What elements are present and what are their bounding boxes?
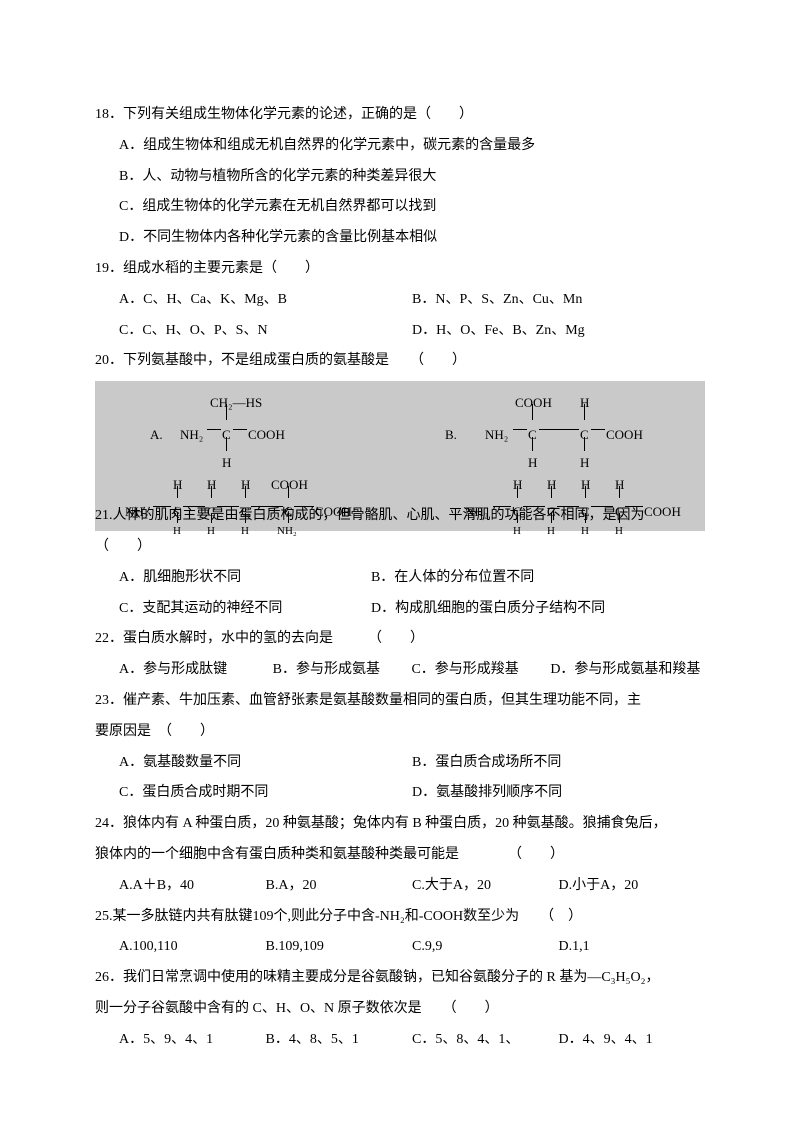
q24-options: A.A＋B，40 B.A，20 C.大于A，20 D.小于A，20 — [95, 871, 705, 902]
chem-bond — [584, 404, 585, 420]
q26-option-c: C．5、8、4、1、 — [412, 1025, 559, 1056]
q20-b-left: NH₂ — [485, 421, 508, 450]
q21-blank: （ ） — [95, 532, 705, 563]
q25-options: A.100,110 B.109,109 C.9,9 D.1,1 — [95, 932, 705, 963]
q18-option-a: A．组成生物体和组成无机自然界的化学元素中，碳元素的含量最多 — [95, 131, 705, 162]
q21-options-row1: A．肌细胞形状不同 B．在人体的分布位置不同 — [95, 563, 705, 594]
q19-options-row2: C．C、H、O、P、S、N D．H、O、Fe、B、Zn、Mg — [95, 316, 705, 347]
q19-option-c: C．C、H、O、P、S、N — [119, 316, 412, 347]
q21-option-d: D．构成肌细胞的蛋白质分子结构不同 — [371, 594, 705, 625]
q20-a-right: COOH — [248, 421, 285, 450]
q23-option-a: A．氨基酸数量不同 — [119, 748, 412, 779]
chem-bond — [591, 429, 605, 430]
chem-bond — [585, 486, 586, 498]
q21-option-c: C．支配其运动的神经不同 — [119, 594, 371, 625]
chem-bond — [532, 404, 533, 420]
q24-stem2: 狼体内的一个细胞中含有蛋白质种类和氨基酸种类最可能是 （ ） — [95, 840, 705, 871]
q22-option-d: D．参与形成氨基和羧基 — [550, 662, 700, 677]
q25-stem: 25.某一多肽链内共有肽键109个,则此分子中含-NH₂和-COOH数至少为 （… — [95, 902, 705, 933]
chem-bond — [177, 486, 178, 498]
q19-option-d: D．H、O、Fe、B、Zn、Mg — [412, 316, 705, 347]
q20-a-top: CH₂—HS — [210, 389, 262, 418]
q26-option-d: D．4、9、4、1 — [559, 1025, 706, 1056]
q24-option-a: A.A＋B，40 — [119, 871, 266, 902]
q23-stem1: 23．催产素、牛加压素、血管舒张素是氨基酸数量相同的蛋白质，但其生理功能不同，主 — [95, 686, 705, 717]
q20-label-a: A. — [150, 421, 163, 450]
q22-options: A．参与形成肽键 B．参与形成氨基 C．参与形成羧基 D．参与形成氨基和羧基 — [95, 655, 705, 686]
q23-option-b: B．蛋白质合成场所不同 — [412, 748, 705, 779]
q18-option-b: B．人、动物与植物所含的化学元素的种类差异很大 — [95, 162, 705, 193]
chem-bond — [245, 486, 246, 498]
q26-options: A．5、9、4、1 B．4、8、5、1 C．5、8、4、1、 D．4、9、4、1 — [95, 1025, 705, 1056]
q23-stem2: 要原因是 （ ） — [95, 717, 705, 748]
chem-bond — [226, 404, 227, 420]
q22-option-a: A．参与形成肽键 — [119, 662, 227, 677]
q25-option-b: B.109,109 — [266, 932, 413, 963]
chem-bond — [207, 429, 221, 430]
q25-option-a: A.100,110 — [119, 932, 266, 963]
q20-stem: 20．下列氨基酸中，不是组成蛋白质的氨基酸是 （ ） — [95, 346, 705, 377]
q22-stem: 22．蛋白质水解时，水中的氢的去向是 （ ） — [95, 624, 705, 655]
q19-stem: 19．组成水稻的主要元素是（ ） — [95, 254, 705, 285]
q20-b-b1: H — [528, 449, 537, 478]
q21-stem: 21.人体的肌肉主要是由蛋白质构成的，但骨骼肌、心肌、平滑肌的功能各不相同，是因… — [95, 501, 705, 532]
chem-bond — [619, 486, 620, 498]
q25-option-c: C.9,9 — [412, 932, 559, 963]
q21-option-a: A．肌细胞形状不同 — [119, 563, 371, 594]
q23-option-d: D．氨基酸排列顺序不同 — [412, 778, 705, 809]
q25-option-d: D.1,1 — [559, 932, 706, 963]
q19-option-a: A．C、H、Ca、K、Mg、B — [119, 285, 412, 316]
q20-c-cooh: COOH — [271, 471, 308, 500]
chem-bond — [551, 486, 552, 498]
q23-options-row1: A．氨基酸数量不同 B．蛋白质合成场所不同 — [95, 748, 705, 779]
q24-stem1: 24．狼体内有 A 种蛋白质，20 种氨基酸；兔体内有 B 种蛋白质，20 种氨… — [95, 809, 705, 840]
q21-options-row2: C．支配其运动的神经不同 D．构成肌细胞的蛋白质分子结构不同 — [95, 594, 705, 625]
q26-option-b: B．4、8、5、1 — [266, 1025, 413, 1056]
q18-option-d: D．不同生物体内各种化学元素的含量比例基本相似 — [95, 223, 705, 254]
q23-option-c: C．蛋白质合成时期不同 — [119, 778, 412, 809]
q21-option-b: B．在人体的分布位置不同 — [371, 563, 705, 594]
q24-option-d: D.小于A，20 — [559, 871, 706, 902]
q20-label-b: B. — [445, 421, 457, 450]
q18-stem: 18．下列有关组成生物体化学元素的论述，正确的是（ ） — [95, 100, 705, 131]
q20-a-left: NH₂ — [180, 421, 203, 450]
chem-bond — [288, 486, 289, 498]
chem-bond — [233, 429, 247, 430]
q23-options-row2: C．蛋白质合成时期不同 D．氨基酸排列顺序不同 — [95, 778, 705, 809]
q22-option-c: C．参与形成羧基 — [411, 662, 518, 677]
q26-stem2: 则一分子谷氨酸中含有的 C、H、O、N 原子数依次是 （ ） — [95, 994, 705, 1025]
q20-b-right: COOH — [606, 421, 643, 450]
chem-bond — [211, 486, 212, 498]
chem-bond — [539, 429, 579, 430]
q26-option-a: A．5、9、4、1 — [119, 1025, 266, 1056]
q18-option-c: C．组成生物体的化学元素在无机自然界都可以找到 — [95, 192, 705, 223]
chem-bond — [513, 429, 527, 430]
chem-bond — [517, 486, 518, 498]
q19-options-row1: A．C、H、Ca、K、Mg、B B．N、P、S、Zn、Cu、Mn — [95, 285, 705, 316]
q24-option-c: C.大于A，20 — [412, 871, 559, 902]
q20-a-bottom: H — [222, 449, 231, 478]
q24-option-b: B.A，20 — [266, 871, 413, 902]
q22-option-b: B．参与形成氨基 — [273, 662, 380, 677]
q19-option-b: B．N、P、S、Zn、Cu、Mn — [412, 285, 705, 316]
q20-b-top1: COOH — [515, 389, 552, 418]
q26-stem1: 26．我们日常烹调中使用的味精主要成分是谷氨酸钠，已知谷氨酸分子的 R 基为—C… — [95, 963, 705, 994]
